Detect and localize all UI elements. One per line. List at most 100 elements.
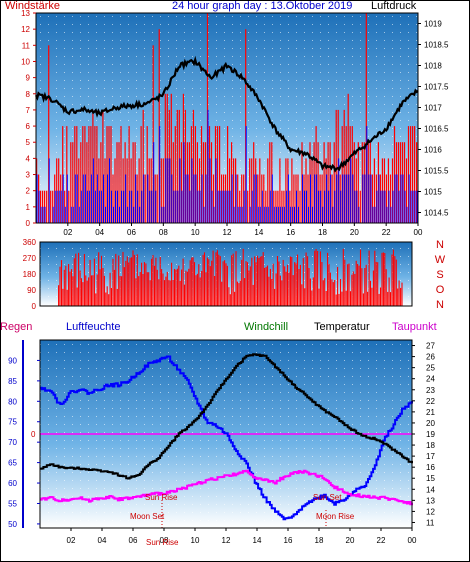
temperature-tick-label: 11 (426, 518, 435, 527)
wind-gust-bar (184, 109, 187, 223)
wind-average-bar (80, 190, 82, 223)
temperature-label: Temperatur (314, 321, 370, 333)
wind-tick-label: 8 (26, 90, 31, 99)
wind-average-bar (291, 206, 293, 223)
wind-gust-bar (176, 109, 178, 223)
wind-average-bar (362, 174, 364, 223)
wind-gust-bar (128, 126, 130, 223)
wind-average-bar (233, 206, 235, 223)
wind-gust-bar (68, 190, 70, 223)
wind-gust-bar (174, 126, 176, 223)
wind-gust-bar (385, 174, 388, 223)
humidity-tick-label: 60 (8, 479, 17, 488)
wind-gust-bar (78, 158, 80, 223)
wind-average-bar (36, 174, 38, 223)
hour-tick-label: 20 (350, 228, 359, 237)
wind-average-bar (402, 174, 404, 223)
hour-tick-label: 14 (253, 536, 262, 545)
humidity-label: Luftfeuchte (66, 321, 120, 333)
wind-gust-bar (291, 158, 293, 223)
wind-average-bar (165, 158, 167, 223)
wind-axis-title: Windstärke (5, 0, 60, 12)
wind-average-bar (279, 206, 281, 223)
wind-average-bar (255, 174, 257, 223)
wind-gust-bar (233, 158, 235, 223)
hour-tick-label: 00 (408, 536, 417, 545)
wind-average-bar (155, 190, 157, 223)
wind-gust-bar (118, 142, 120, 223)
wind-average-bar (273, 206, 275, 223)
wind-gust-bar (120, 126, 122, 223)
wind-average-bar (88, 190, 90, 223)
wind-average-bar (265, 206, 267, 223)
wind-average-bar (356, 190, 358, 223)
compass-label: S (436, 269, 443, 281)
wind-gust-bar (126, 158, 128, 223)
wind-average-bar (215, 158, 217, 223)
humidity-tick-label: 50 (8, 520, 17, 529)
pressure-tick-label: 1014.5 (424, 209, 449, 218)
wind-average-bar (195, 174, 197, 223)
rain-label: Regen (0, 321, 32, 333)
wind-average-bar (340, 190, 342, 223)
wind-gust-bar (297, 174, 299, 223)
wind-average-bar (283, 206, 285, 223)
wind-average-bar (342, 174, 344, 223)
direction-tick-label: 180 (23, 270, 37, 279)
pressure-axis-title: Luftdruck (371, 0, 417, 12)
wind-tick-label: 5 (26, 138, 31, 147)
wind-average-bar (314, 174, 316, 223)
wind-average-bar (346, 174, 348, 223)
wind-average-bar (143, 174, 145, 223)
hour-tick-label: 12 (222, 536, 231, 545)
temperature-tick-label: 12 (426, 507, 435, 516)
wind-gust-bar (323, 142, 325, 223)
wind-tick-label: 11 (22, 41, 31, 50)
wind-average-bar (107, 174, 109, 223)
wind-gust-bar (202, 142, 205, 223)
wind-average-bar (267, 206, 269, 223)
temperature-tick-label: 16 (426, 463, 435, 472)
hour-tick-label: 14 (254, 228, 263, 237)
wind-average-bar (358, 206, 360, 223)
wind-average-bar (139, 206, 141, 223)
wind-average-bar (54, 190, 56, 223)
hour-tick-label: 06 (127, 228, 136, 237)
wind-tick-label: 10 (21, 57, 30, 66)
wind-average-bar (109, 158, 111, 223)
wind-average-bar (209, 158, 211, 223)
wind-average-bar (259, 206, 261, 223)
wind-average-bar (207, 109, 209, 223)
wind-gust-bar (48, 45, 50, 223)
wind-gust-bar (196, 142, 199, 223)
wind-gust-bar (216, 126, 219, 223)
wind-gust-bar (293, 174, 295, 223)
wind-average-bar (364, 174, 366, 223)
wind-average-bar (40, 206, 42, 223)
wind-gust-bar (321, 174, 323, 223)
hour-tick-label: 12 (223, 228, 232, 237)
temperature-tick-label: 18 (426, 441, 435, 450)
pressure-tick-label: 1018 (424, 62, 442, 71)
hour-tick-label: 18 (318, 228, 327, 237)
hour-tick-label: 22 (382, 228, 391, 237)
wind-pressure-chart: Windstärke 24 hour graph day : 13.Oktobe… (5, 0, 449, 237)
wind-average-bar (135, 174, 137, 223)
wind-average-bar (328, 190, 330, 223)
wind-average-bar (197, 190, 199, 223)
wind-gust-bar (172, 142, 174, 223)
wind-average-bar (169, 158, 171, 223)
wind-average-bar (115, 190, 117, 223)
hour-tick-label: 04 (98, 536, 107, 545)
wind-average-bar (416, 190, 418, 223)
wind-gust-bar (369, 142, 371, 223)
wind-average-bar (277, 206, 279, 223)
temperature-tick-label: 24 (426, 375, 435, 384)
wind-gust-bar (210, 142, 213, 223)
wind-gust-bar (307, 174, 309, 223)
wind-gust-bar (373, 158, 376, 223)
compass-label: N (436, 239, 444, 251)
wind-gust-bar (132, 142, 134, 223)
compass-label: W (435, 254, 446, 266)
wind-average-bar (153, 142, 155, 223)
